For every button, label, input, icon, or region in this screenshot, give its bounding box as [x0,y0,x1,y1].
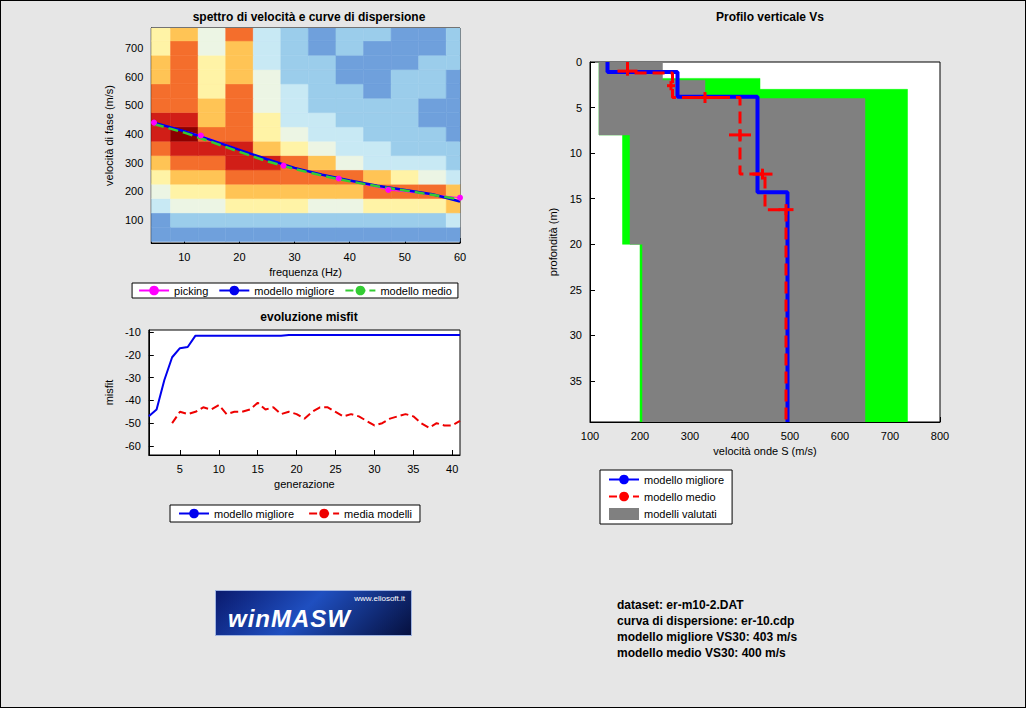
svg-text:modello migliore: modello migliore [214,508,294,520]
svg-text:35: 35 [570,375,582,387]
html-text:curva di dispersione: er-10.cd: curva di dispersione: er-10.cdp [617,614,795,628]
svg-text:20: 20 [233,251,245,263]
svg-text:700: 700 [125,42,143,54]
svg-text:600: 600 [831,430,849,442]
html-text:www.eliosoft.it: www.eliosoft.it [354,594,405,603]
svg-text:-60: -60 [125,440,141,452]
svg-text:-40: -40 [125,394,141,406]
svg-text:700: 700 [881,430,899,442]
svg-text:60: 60 [454,251,466,263]
svg-text:15: 15 [252,463,264,475]
svg-text:40: 40 [344,251,356,263]
svg-text:frequenza (Hz): frequenza (Hz) [269,266,342,278]
svg-text:300: 300 [681,430,699,442]
svg-text:600: 600 [125,71,143,83]
svg-text:modelli valutati: modelli valutati [644,508,717,520]
svg-text:10: 10 [178,251,190,263]
svg-text:500: 500 [781,430,799,442]
svg-text:20: 20 [570,238,582,250]
svg-text:media modelli: media modelli [344,508,412,520]
svg-text:25: 25 [570,284,582,296]
html-text:modello medio VS30: 400 m/s: modello medio VS30: 400 m/s [617,646,786,660]
svg-text:40: 40 [446,463,458,475]
svg-text:15: 15 [570,193,582,205]
svg-text:profondità (m): profondità (m) [547,208,559,276]
svg-text:modello migliore: modello migliore [644,474,724,486]
svg-text:25: 25 [329,463,341,475]
svg-text:picking: picking [174,285,208,297]
svg-text:modello medio: modello medio [380,285,452,297]
svg-text:-20: -20 [125,349,141,361]
svg-text:spettro di velocità e curve di: spettro di velocità e curve di dispersio… [193,10,426,24]
svg-text:100: 100 [125,214,143,226]
svg-text:velocità di fase (m/s): velocità di fase (m/s) [103,85,115,186]
svg-text:30: 30 [368,463,380,475]
svg-text:400: 400 [125,128,143,140]
svg-text:-30: -30 [125,372,141,384]
svg-text:10: 10 [213,463,225,475]
svg-text:30: 30 [288,251,300,263]
svg-text:400: 400 [731,430,749,442]
svg-text:200: 200 [631,430,649,442]
svg-text:35: 35 [407,463,419,475]
svg-text:misfit: misfit [103,380,115,406]
svg-text:30: 30 [570,329,582,341]
svg-text:20: 20 [290,463,302,475]
svg-text:5: 5 [177,463,183,475]
svg-text:modello migliore: modello migliore [254,285,334,297]
svg-text:-10: -10 [125,326,141,338]
html-text:modello migliore VS30: 403 m/s: modello migliore VS30: 403 m/s [617,630,798,644]
svg-text:50: 50 [399,251,411,263]
svg-text:100: 100 [581,430,599,442]
html-text:winMASW: winMASW [228,605,351,632]
svg-text:300: 300 [125,157,143,169]
svg-text:800: 800 [931,430,949,442]
svg-text:5: 5 [576,102,582,114]
svg-text:modello medio: modello medio [644,491,716,503]
svg-text:-50: -50 [125,417,141,429]
svg-text:10: 10 [570,147,582,159]
svg-text:velocità onde S (m/s): velocità onde S (m/s) [713,445,816,457]
html-text:dataset: er-m10-2.DAT: dataset: er-m10-2.DAT [617,598,744,612]
svg-text:evoluzione misfit: evoluzione misfit [260,310,357,324]
svg-text:Profilo verticale Vs: Profilo verticale Vs [716,10,824,24]
svg-text:generazione: generazione [274,478,335,490]
svg-text:0: 0 [576,56,582,68]
svg-text:200: 200 [125,185,143,197]
svg-text:500: 500 [125,99,143,111]
